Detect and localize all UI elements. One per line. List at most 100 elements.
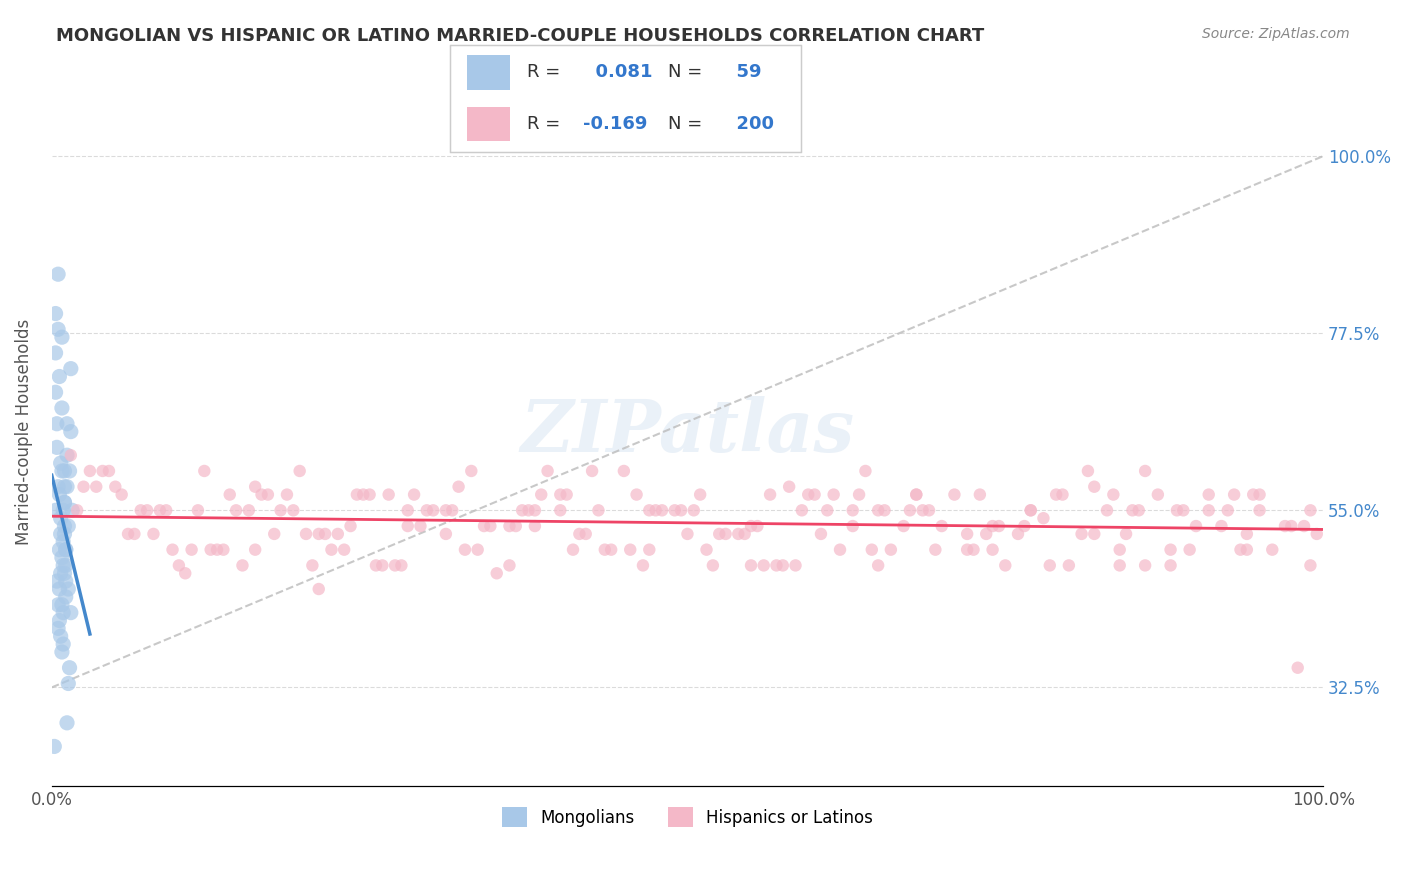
Point: [956, 542, 979, 557]
Point: [1052, 487, 1074, 501]
Point: [79, 464, 101, 478]
Point: [1121, 503, 1143, 517]
Point: [52, 606, 75, 620]
Point: [1241, 487, 1264, 501]
Point: [841, 503, 863, 517]
Point: [765, 558, 787, 573]
Point: [905, 487, 928, 501]
Point: [416, 503, 439, 517]
Point: [346, 487, 368, 501]
Point: [747, 519, 769, 533]
Point: [84, 480, 107, 494]
Point: [359, 487, 381, 501]
Point: [46, 322, 69, 336]
Point: [288, 464, 311, 478]
Point: [257, 487, 280, 501]
Point: [1077, 464, 1099, 478]
Point: [727, 527, 749, 541]
Point: [1216, 503, 1239, 517]
Point: [218, 487, 240, 501]
Point: [848, 487, 870, 501]
Point: [981, 542, 1004, 557]
Point: [44, 739, 66, 754]
Point: [752, 558, 775, 573]
Point: [55, 574, 77, 589]
Point: [523, 503, 546, 517]
Point: [1014, 519, 1036, 533]
Point: [969, 487, 991, 501]
Point: [377, 487, 399, 501]
Point: [295, 527, 318, 541]
Point: [898, 503, 921, 517]
Point: [873, 503, 896, 517]
Text: R =: R =: [527, 63, 561, 81]
Point: [815, 503, 838, 517]
Point: [396, 519, 419, 533]
Point: [56, 417, 79, 431]
Point: [1128, 503, 1150, 517]
Point: [396, 503, 419, 517]
Point: [55, 590, 77, 604]
Point: [326, 527, 349, 541]
Point: [364, 558, 387, 573]
Point: [124, 527, 146, 541]
Point: [536, 464, 558, 478]
Point: [187, 503, 209, 517]
Text: Source: ZipAtlas.com: Source: ZipAtlas.com: [1202, 27, 1350, 41]
Point: [59, 606, 82, 620]
Point: [46, 598, 69, 612]
Point: [740, 519, 762, 533]
Y-axis label: Married-couple Households: Married-couple Households: [15, 318, 32, 545]
Point: [167, 558, 190, 573]
Point: [46, 480, 69, 494]
Point: [200, 542, 222, 557]
Point: [46, 267, 69, 281]
Point: [1147, 487, 1170, 501]
Point: [485, 566, 508, 581]
Point: [613, 464, 636, 478]
Point: [51, 550, 73, 565]
Point: [51, 464, 73, 478]
Point: [696, 542, 718, 557]
Point: [371, 558, 394, 573]
Point: [49, 511, 72, 525]
Point: [51, 598, 73, 612]
Point: [1274, 519, 1296, 533]
Point: [1306, 527, 1329, 541]
Point: [53, 464, 76, 478]
Point: [45, 346, 67, 360]
Point: [1166, 503, 1188, 517]
Point: [911, 503, 934, 517]
Point: [1083, 527, 1105, 541]
Point: [1108, 542, 1130, 557]
Point: [243, 542, 266, 557]
Point: [48, 582, 70, 596]
Point: [53, 480, 76, 494]
Point: [600, 542, 623, 557]
Point: [778, 480, 800, 494]
Point: [1108, 558, 1130, 573]
Point: [631, 558, 654, 573]
Point: [117, 527, 139, 541]
Point: [263, 527, 285, 541]
Point: [1249, 503, 1271, 517]
Point: [301, 558, 323, 573]
Point: [162, 542, 184, 557]
Point: [505, 519, 527, 533]
Point: [49, 566, 72, 581]
Point: [1057, 558, 1080, 573]
Point: [66, 503, 89, 517]
Point: [72, 480, 94, 494]
Point: [841, 519, 863, 533]
Point: [759, 487, 782, 501]
Point: [58, 464, 80, 478]
Point: [59, 425, 82, 439]
Point: [1279, 519, 1302, 533]
Point: [974, 527, 997, 541]
Point: [797, 487, 820, 501]
Point: [53, 527, 76, 541]
Point: [823, 487, 845, 501]
Point: [58, 676, 80, 690]
Point: [58, 519, 80, 533]
Point: [129, 503, 152, 517]
